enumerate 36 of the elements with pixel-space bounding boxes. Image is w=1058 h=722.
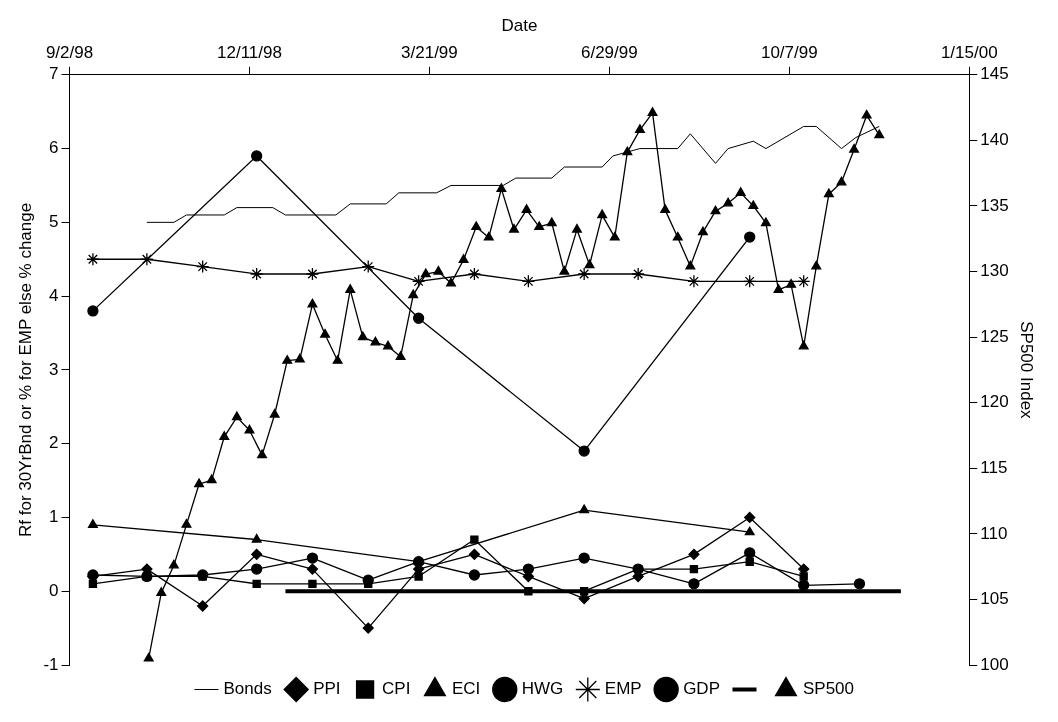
x-axis-title: Date	[501, 15, 538, 35]
x-tick-label: 12/11/98	[217, 43, 282, 63]
legend-label: PPI	[313, 679, 341, 699]
y2-tick-label: 135	[980, 195, 1009, 215]
legend-label: ECI	[451, 679, 481, 699]
x-tick-label: 3/21/99	[401, 43, 458, 63]
y2-axis-title: SP500 Index	[1017, 321, 1037, 420]
legend-label: Bonds	[223, 679, 272, 699]
y-tick-label: 6	[49, 138, 59, 158]
x-tick-label: 9/2/98	[45, 43, 94, 63]
y-tick-label: 0	[49, 580, 59, 600]
y-tick-label: -1	[43, 654, 59, 674]
legend-label: EMP	[604, 679, 642, 699]
legend-label: GDP	[683, 679, 720, 699]
y-tick-label: 1	[49, 507, 59, 527]
y-tick-label: 7	[49, 64, 59, 84]
legend-label: SP500	[802, 679, 855, 699]
y-tick-label: 5	[49, 212, 59, 232]
y2-tick-label: 130	[980, 261, 1009, 281]
y-tick-label: 3	[49, 359, 59, 379]
y2-tick-label: 120	[980, 392, 1009, 412]
x-tick-label: 1/15/00	[940, 43, 998, 63]
legend-label: CPI	[382, 679, 411, 699]
y2-tick-label: 100	[980, 654, 1009, 674]
x-tick-label: 10/7/99	[760, 43, 818, 63]
legend-label: HWG	[521, 679, 564, 699]
y-axis-title: Rf for 30YrBnd or % for EMP else % change	[15, 202, 35, 537]
y2-tick-label: 140	[980, 130, 1009, 150]
y2-tick-label: 105	[980, 589, 1009, 609]
y2-tick-label: 145	[980, 64, 1009, 84]
y2-tick-label: 125	[980, 326, 1009, 346]
y2-tick-label: 110	[980, 523, 1008, 543]
x-tick-label: 6/29/99	[580, 43, 638, 63]
y-tick-label: 2	[49, 433, 59, 453]
y-tick-label: 4	[49, 285, 59, 305]
y2-tick-label: 115	[980, 457, 1008, 477]
